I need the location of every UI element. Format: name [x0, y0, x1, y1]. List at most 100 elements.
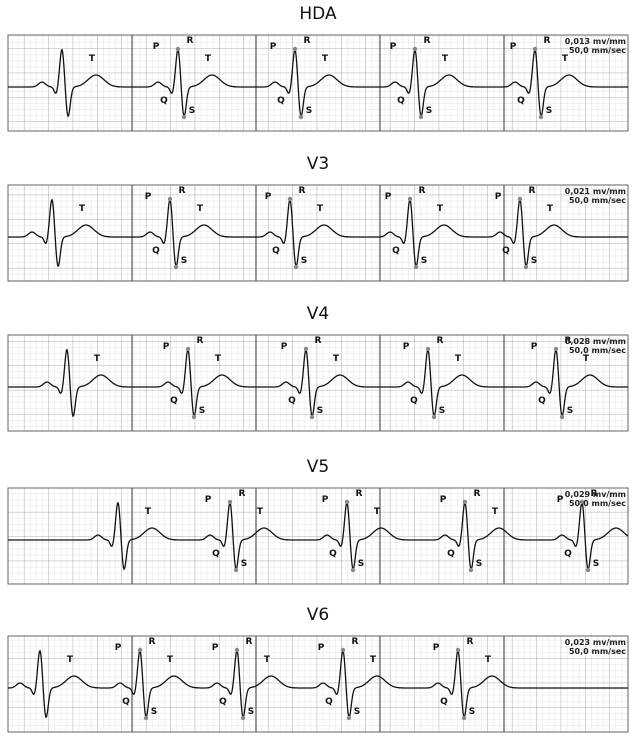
wave-label: T	[322, 54, 329, 64]
wave-label: P	[495, 192, 502, 202]
wave-label: T	[437, 204, 444, 214]
peak-marker	[173, 264, 179, 270]
scale-label: 50,0 mm/sec	[569, 647, 626, 656]
wave-label: T	[583, 354, 590, 364]
peak-marker	[559, 414, 565, 420]
wave-label: S	[567, 406, 573, 416]
wave-label: Q	[277, 96, 285, 106]
wave-label: Q	[410, 396, 418, 406]
peak-marker	[523, 264, 529, 270]
wave-label: S	[421, 256, 427, 266]
wave-label: S	[199, 406, 205, 416]
peak-marker	[579, 499, 585, 505]
peak-marker	[191, 414, 197, 420]
peak-marker	[468, 567, 474, 573]
wave-label: R	[179, 186, 186, 196]
wave-label: P	[403, 342, 410, 352]
wave-label: Q	[329, 549, 337, 559]
wave-label: S	[354, 707, 360, 717]
wave-label: T	[257, 507, 264, 517]
peak-marker	[350, 567, 356, 573]
wave-label: P	[510, 42, 517, 52]
wave-label: R	[565, 336, 572, 346]
wave-label: T	[79, 204, 86, 214]
wave-label: S	[241, 559, 247, 569]
peak-marker	[227, 499, 233, 505]
wave-label: P	[281, 342, 288, 352]
wave-label: R	[315, 336, 322, 346]
peak-marker	[175, 46, 181, 52]
wave-label: R	[299, 186, 306, 196]
panel-title: HDA	[299, 4, 337, 24]
wave-label: S	[317, 406, 323, 416]
ecg-grid	[7, 635, 629, 733]
wave-label: T	[492, 507, 499, 517]
panel-title: V4	[307, 304, 329, 324]
peak-marker	[461, 715, 467, 721]
wave-label: T	[67, 655, 74, 665]
wave-label: S	[358, 559, 364, 569]
peak-marker	[538, 114, 544, 120]
peak-marker	[292, 46, 298, 52]
peak-marker	[240, 715, 246, 721]
wave-label: Q	[440, 697, 448, 707]
wave-label: S	[248, 707, 254, 717]
peak-marker	[167, 196, 173, 202]
scale-label: 0,023 mv/mm	[565, 638, 626, 647]
ecg-trace	[8, 501, 629, 571]
peak-marker	[298, 114, 304, 120]
wave-label: R	[474, 489, 481, 499]
wave-label: Q	[538, 396, 546, 406]
wave-label: P	[163, 342, 170, 352]
ecg-grid	[7, 334, 629, 432]
wave-label: P	[205, 495, 212, 505]
peak-marker	[137, 647, 143, 653]
peak-marker	[346, 715, 352, 721]
peak-marker	[181, 114, 187, 120]
wave-label: P	[145, 192, 152, 202]
wave-label: Q	[152, 246, 160, 256]
wave-label: T	[89, 54, 96, 64]
ecg-trace	[8, 198, 628, 268]
wave-label: Q	[502, 246, 510, 256]
wave-label: T	[215, 354, 222, 364]
wave-label: T	[317, 204, 324, 214]
peak-marker	[143, 715, 149, 721]
peak-marker	[517, 196, 523, 202]
wave-label: P	[212, 643, 219, 653]
ecg-trace	[8, 48, 628, 118]
wave-label: R	[187, 36, 194, 46]
wave-label: P	[440, 495, 447, 505]
wave-label: P	[557, 495, 564, 505]
wave-label: P	[270, 42, 277, 52]
wave-label: T	[333, 354, 340, 364]
peak-marker	[344, 499, 350, 505]
wave-label: Q	[447, 549, 455, 559]
ecg-grid	[7, 184, 629, 282]
wave-label: P	[390, 42, 397, 52]
wave-label: S	[546, 106, 552, 116]
wave-label: R	[419, 186, 426, 196]
wave-label: Q	[325, 697, 333, 707]
wave-label: T	[374, 507, 381, 517]
wave-label: R	[544, 36, 551, 46]
peak-marker	[185, 346, 191, 352]
wave-label: R	[246, 637, 253, 647]
wave-label: S	[469, 707, 475, 717]
wave-label: R	[197, 336, 204, 346]
wave-label: Q	[564, 549, 572, 559]
peak-marker	[234, 647, 240, 653]
peak-marker	[425, 346, 431, 352]
wave-label: R	[149, 637, 156, 647]
scale-label: 50,0 mm/sec	[569, 499, 626, 508]
wave-label: Q	[272, 246, 280, 256]
peak-marker	[455, 647, 461, 653]
peak-marker	[462, 499, 468, 505]
wave-label: Q	[288, 396, 296, 406]
wave-label: T	[197, 204, 204, 214]
wave-label: R	[356, 489, 363, 499]
ecg-grid	[7, 487, 629, 585]
wave-label: S	[301, 256, 307, 266]
wave-label: S	[306, 106, 312, 116]
